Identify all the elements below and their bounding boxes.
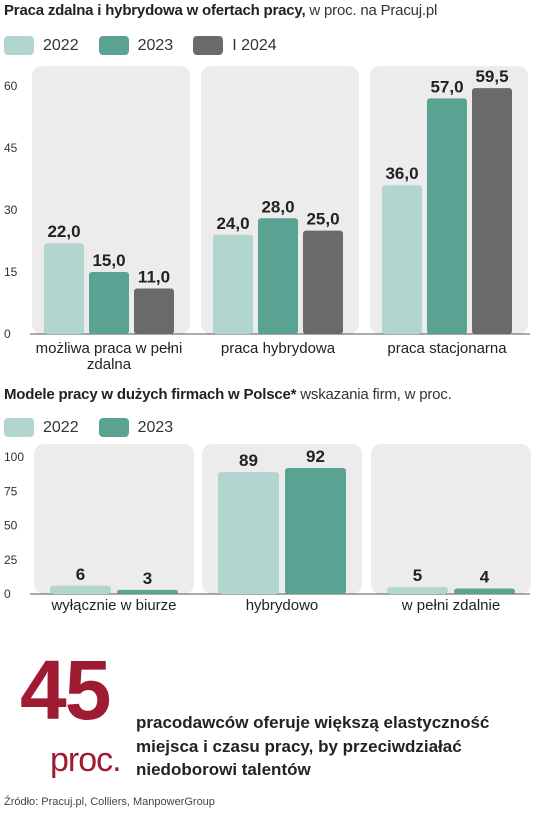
- chart1-legend: 2022 2023 I 2024: [4, 36, 297, 55]
- bar-I2024-1: [303, 230, 343, 334]
- bar-2023-2: [454, 588, 515, 594]
- bar-value-label: 25,0: [306, 210, 339, 229]
- source-note: Źródło: Pracuj.pl, Colliers, ManpowerGro…: [4, 796, 215, 808]
- highlight-unit: proc.: [50, 741, 122, 779]
- bar-value-label: 57,0: [430, 77, 463, 96]
- legend-label-2023: 2023: [137, 36, 174, 54]
- legend-item-2023: 2023: [98, 36, 174, 55]
- highlight-text: pracodawców oferuje większą elastyczność…: [136, 713, 490, 779]
- legend2-swatch-2022: [4, 418, 34, 437]
- y-tick-label: 25: [4, 553, 18, 567]
- bar-2022-0: [44, 243, 84, 334]
- chart2-title-bold: Modele pracy w dużych firmach w Polsce*: [4, 386, 297, 403]
- bar-2023-0: [117, 589, 178, 594]
- plot-panel-0: [34, 444, 194, 594]
- legend2-label-2022: 2022: [43, 418, 79, 436]
- bar-value-label: 5: [413, 566, 422, 585]
- x-category-label: w pełni zdalnie: [401, 597, 500, 614]
- chart1-title: Praca zdalna i hybrydowa w ofertach prac…: [4, 2, 437, 20]
- legend-swatch-2023: [98, 36, 129, 55]
- y-tick-label: 75: [4, 484, 18, 498]
- bar-2022-2: [387, 587, 448, 594]
- legend-item-i2024: I 2024: [193, 36, 277, 55]
- x-category-label: wyłącznie w biurze: [50, 597, 176, 614]
- bar-value-label: 3: [143, 569, 152, 588]
- y-tick-label: 45: [4, 141, 18, 155]
- bar-value-label: 28,0: [261, 197, 294, 216]
- legend-label-i2024: I 2024: [232, 36, 277, 54]
- chart2-title-rest: wskazania firm, w proc.: [296, 386, 452, 403]
- bar-I2024-2: [472, 88, 512, 334]
- bar-2023-1: [258, 218, 298, 334]
- bar-value-label: 89: [239, 451, 258, 470]
- chart2-title: Modele pracy w dużych firmach w Polsce* …: [4, 386, 452, 404]
- bar-value-label: 6: [76, 565, 85, 584]
- legend2-item-2022: 2022: [4, 418, 79, 437]
- bar-2023-1: [285, 467, 346, 594]
- y-tick-label: 60: [4, 79, 18, 93]
- y-tick-label: 50: [4, 519, 18, 533]
- bar-value-label: 24,0: [216, 214, 249, 233]
- bar-2022-1: [213, 234, 253, 334]
- chart1-title-bold: Praca zdalna i hybrydowa w ofertach prac…: [4, 2, 306, 19]
- legend2-swatch-2023: [98, 418, 129, 437]
- legend-label-2022: 2022: [43, 36, 79, 54]
- y-tick-label: 0: [4, 587, 11, 601]
- y-tick-label: 30: [4, 203, 18, 217]
- bar-value-label: 36,0: [385, 164, 418, 183]
- bar-2023-2: [427, 98, 467, 335]
- bar-value-label: 11,0: [138, 268, 170, 287]
- bar-value-label: 22,0: [47, 222, 80, 241]
- bar-value-label: 92: [306, 447, 325, 466]
- bar-2022-0: [50, 585, 111, 594]
- y-tick-label: 100: [4, 450, 24, 464]
- x-category-label: praca hybrydowa: [221, 340, 336, 357]
- y-tick-label: 15: [4, 265, 18, 279]
- bar-2022-1: [218, 472, 279, 594]
- chart1-title-rest: w proc. na Pracuj.pl: [305, 2, 438, 19]
- legend-swatch-2022: [4, 36, 34, 55]
- highlight-number: 45: [20, 643, 111, 737]
- x-category-label: praca stacjonarna: [387, 340, 507, 357]
- bar-value-label: 15,0: [92, 251, 125, 270]
- bar-2023-0: [89, 272, 129, 334]
- chart2-legend: 2022 2023: [4, 418, 193, 437]
- plot-panel-2: [371, 444, 531, 594]
- bar-value-label: 4: [480, 568, 490, 587]
- legend2-item-2023: 2023: [98, 418, 174, 437]
- x-category-label: zdalna: [87, 356, 132, 373]
- y-tick-label: 0: [4, 327, 11, 341]
- bar-I2024-0: [134, 288, 174, 334]
- chart2-svg: 0 25 50 75 100 6 89 5 3 92 4 wyłącznie w biurze hybr…: [4, 444, 531, 614]
- x-category-label: możliwa praca w pełni: [36, 340, 183, 357]
- bar-value-label: 59,5: [475, 67, 508, 86]
- legend-swatch-i2024: [193, 36, 224, 55]
- chart1-svg: 0 15 30 45 60 22,0 24,0 36,0 15,0 28,0 57,0 11,0 25,…: [4, 66, 530, 373]
- legend-item-2022: 2022: [4, 36, 79, 55]
- bar-2022-2: [382, 185, 422, 334]
- legend2-label-2023: 2023: [137, 418, 174, 436]
- x-category-label: hybrydowo: [246, 597, 319, 614]
